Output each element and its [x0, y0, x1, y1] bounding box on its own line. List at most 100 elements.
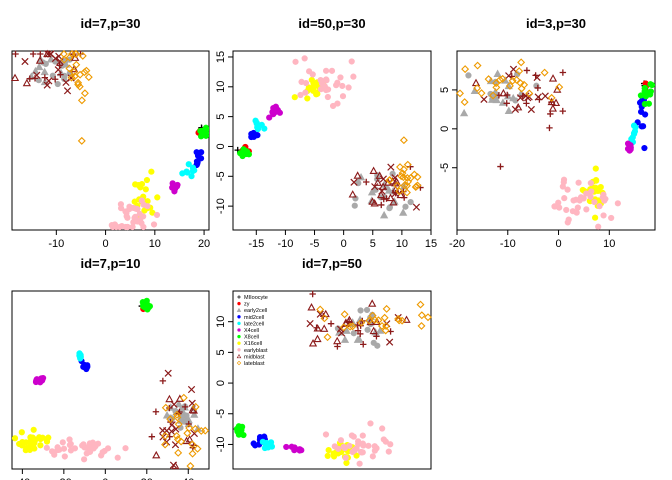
point-lateblast: [399, 173, 408, 182]
point-lateblast: [382, 304, 391, 313]
point-midblast: [372, 317, 382, 326]
point-lateblast: [492, 83, 501, 92]
point-lateblast: [461, 65, 470, 74]
point-lateblast: [377, 321, 386, 330]
point-midblast: [505, 72, 513, 80]
point-X4cell: [627, 146, 634, 153]
point-earlyblast: [339, 93, 347, 100]
point-midblast: [368, 197, 377, 205]
point-earlyblast: [116, 223, 123, 231]
point-early2cell: [357, 307, 364, 314]
point-mid2cell: [254, 132, 261, 139]
y-tick-label: -5: [439, 163, 451, 173]
point-midblast: [164, 369, 172, 377]
point-late2cell: [628, 135, 635, 143]
point-midblast: [56, 62, 63, 69]
point-midblast: [165, 394, 174, 403]
point-earlyblast: [134, 206, 141, 213]
point-mid2cell: [261, 433, 268, 440]
point-earlyblast: [114, 454, 121, 461]
point-X16cell: [45, 434, 52, 441]
point-earlyblast: [602, 195, 609, 203]
point-lateblast: [402, 188, 411, 197]
point-midblast: [35, 56, 45, 64]
point-early2cell: [389, 170, 396, 177]
x-tick-label: 0: [555, 238, 561, 250]
scatter-panel-5: id=7,p=50-10-50510MIIoocytezyearly2cellm…: [215, 256, 432, 470]
point-lateblast: [381, 326, 390, 335]
y-tick-label: 5: [215, 349, 227, 355]
x-tick-label: -10: [48, 238, 64, 250]
point-midblast: [388, 176, 397, 185]
point-midblast: [378, 201, 385, 209]
point-earlyblast: [331, 443, 338, 450]
point-earlyblast: [337, 437, 345, 444]
point-midblast: [363, 178, 370, 186]
point-lateblast: [396, 163, 404, 172]
point-lateblast: [402, 181, 411, 190]
point-lateblast: [370, 315, 379, 324]
point-lateblast: [515, 67, 524, 76]
point-X8cell: [197, 133, 205, 140]
point-earlyblast: [140, 223, 147, 231]
point-earlyblast: [380, 436, 387, 443]
point-earlyblast: [117, 201, 125, 208]
legend-label: X16cell: [244, 341, 262, 347]
point-lateblast: [84, 73, 93, 82]
point-midblast: [504, 91, 511, 99]
legend-marker-midblast: [236, 354, 242, 359]
point-mid2cell: [193, 149, 200, 156]
point-X8cell: [234, 428, 241, 435]
point-earlyblast: [359, 432, 366, 439]
legend-label: late2cell: [244, 321, 264, 327]
point-early2cell: [363, 306, 371, 314]
point-midblast: [45, 77, 53, 85]
point-midblast: [181, 403, 189, 411]
point-mid2cell: [641, 111, 649, 118]
point-midblast: [21, 57, 29, 66]
y-tick-label: -10: [215, 436, 227, 452]
point-lateblast: [82, 66, 91, 75]
point-lateblast: [161, 403, 170, 412]
point-lateblast: [188, 440, 197, 449]
point-lateblast: [473, 84, 482, 93]
point-lateblast: [161, 431, 170, 440]
x-tick-label: 20: [198, 238, 210, 250]
point-earlyblast: [99, 449, 106, 456]
legend-marker-mid2cell: [237, 315, 241, 319]
point-lateblast: [374, 316, 383, 325]
point-midblast: [373, 178, 382, 186]
y-tick-label: -10: [215, 198, 227, 214]
point-lateblast: [348, 322, 357, 331]
point-lateblast: [380, 313, 389, 322]
point-earlyblast: [596, 203, 603, 210]
point-earlyblast: [324, 93, 331, 101]
point-X16cell: [16, 440, 23, 448]
point-midblast: [333, 336, 342, 345]
point-lateblast: [65, 53, 74, 62]
point-earlyblast: [591, 198, 598, 206]
point-earlyblast: [570, 197, 577, 204]
legend-marker-X16cell: [237, 341, 241, 345]
point-midblast: [162, 438, 171, 446]
point-lateblast: [540, 68, 549, 77]
point-lateblast: [473, 61, 482, 70]
point-lateblast: [489, 91, 498, 100]
point-earlyblast: [292, 58, 299, 65]
point-midblast: [378, 182, 388, 190]
scatter-panel-3: id=3,p=30 -20 -10 0 10 -5 0 5: [439, 16, 656, 250]
y-tick-label: 0: [215, 380, 227, 386]
point-late2cell: [261, 125, 268, 132]
point-lateblast: [60, 55, 69, 64]
point-early2cell: [350, 330, 357, 337]
point-X4cell: [32, 378, 40, 386]
points: [234, 55, 424, 219]
point-earlyblast: [150, 221, 158, 228]
scatter-panel-4: id=7,p=10 -40 -20 0 20 40: [11, 256, 210, 480]
x-tick-label: -20: [449, 238, 465, 250]
point-midblast: [350, 178, 358, 186]
point-midblast: [43, 81, 51, 89]
point-X16cell: [132, 181, 139, 188]
point-late2cell: [189, 164, 197, 171]
